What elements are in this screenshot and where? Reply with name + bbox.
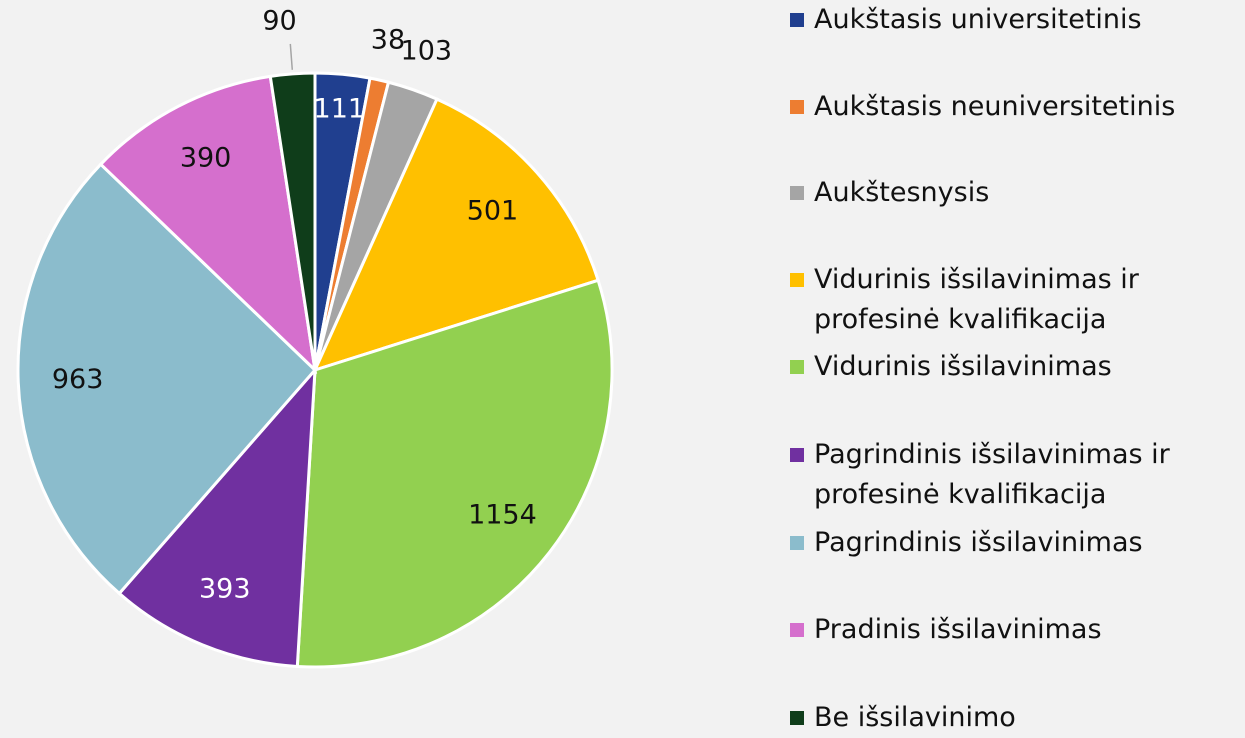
pie-slice <box>98 74 318 375</box>
legend-item: Aukštasis neuniversitetinis <box>790 87 1245 127</box>
legend-swatch <box>790 448 804 462</box>
legend-label: Pagrindinis išsilavinimas ir profesinė k… <box>814 439 1170 510</box>
pie-slice <box>117 365 317 669</box>
leader-line <box>289 43 294 70</box>
legend-item: Vidurinis išsilavinimas ir profesinė kva… <box>790 260 1245 340</box>
data-label: 390 <box>180 143 232 174</box>
legend-swatch <box>790 623 804 637</box>
legend-item: Vidurinis išsilavinimas <box>790 347 1245 387</box>
legend-label: Aukštesnysis <box>814 177 990 208</box>
legend-swatch <box>790 186 804 200</box>
data-label: 963 <box>52 364 104 395</box>
legend-item: Pagrindinis išsilavinimas <box>790 523 1245 563</box>
data-label: 1154 <box>468 500 537 531</box>
legend-item: Aukštasis universitetinis <box>790 0 1245 40</box>
legend-label: Aukštasis neuniversitetinis <box>814 91 1176 122</box>
legend-item: Pagrindinis išsilavinimas ir profesinė k… <box>790 435 1245 515</box>
legend-swatch <box>790 13 804 27</box>
legend-item: Be išsilavinimo <box>790 698 1245 738</box>
legend-label: Pagrindinis išsilavinimas <box>814 527 1143 558</box>
legend-item: Pradinis išsilavinimas <box>790 610 1245 650</box>
legend-swatch <box>790 711 804 725</box>
legend-item: Aukštesnysis <box>790 173 1245 213</box>
legend-label: Vidurinis išsilavinimas ir profesinė kva… <box>814 264 1139 335</box>
legend-swatch <box>790 360 804 374</box>
legend-swatch <box>790 536 804 550</box>
data-label: 393 <box>199 573 251 604</box>
pie-slice <box>268 71 317 371</box>
data-label: 111 <box>314 93 366 124</box>
data-label: 90 <box>262 5 296 36</box>
legend-swatch <box>790 273 804 287</box>
legend-label: Aukštasis universitetinis <box>814 4 1142 35</box>
pie-slice <box>295 278 614 669</box>
legend-swatch <box>790 100 804 114</box>
data-label: 38 <box>371 24 405 55</box>
pie-slice <box>16 162 318 596</box>
legend-label: Vidurinis išsilavinimas <box>814 351 1112 382</box>
data-label: 103 <box>401 35 453 66</box>
data-label: 501 <box>467 196 519 227</box>
legend-label: Be išsilavinimo <box>814 702 1016 733</box>
legend-label: Pradinis išsilavinimas <box>814 614 1102 645</box>
